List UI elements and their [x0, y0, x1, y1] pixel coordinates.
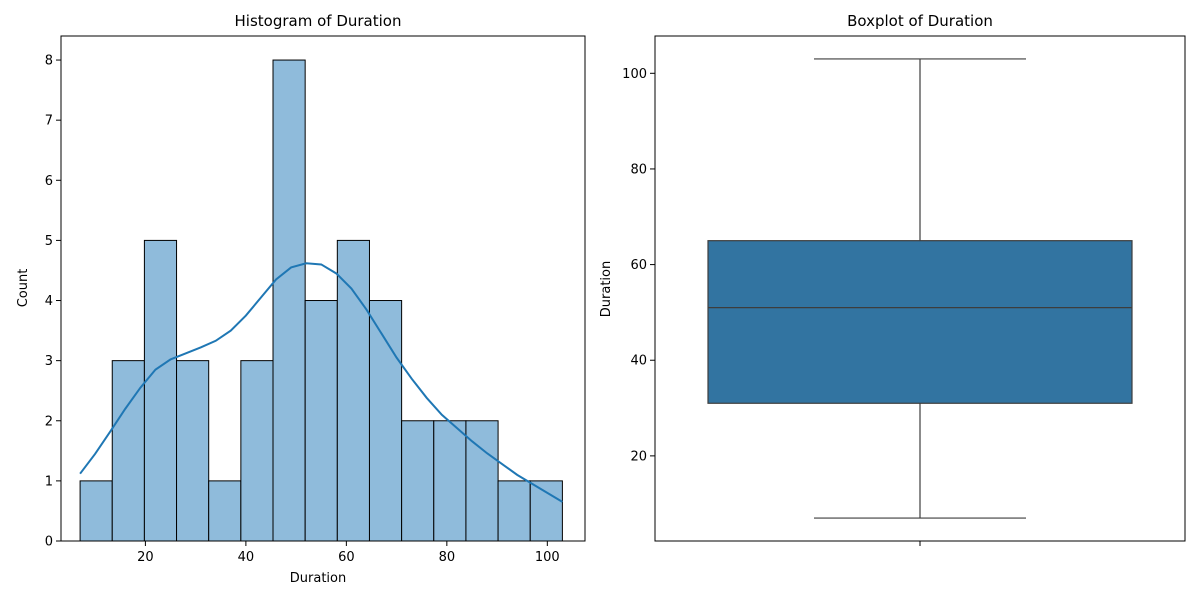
histogram-bar — [304, 300, 338, 542]
histogram-panel: Histogram of Duration 20 40 60 80 100 0 1 2 3 4 5… — [16, 12, 586, 586]
histogram-bar — [79, 480, 113, 542]
histogram-title: Histogram of Duration — [235, 12, 402, 30]
boxplot-y-tick-label: 20 — [630, 449, 647, 464]
histogram-y-tick-label: 6 — [45, 174, 53, 189]
histogram-y-tick-label: 4 — [45, 294, 53, 309]
histogram-x-tick-label: 40 — [238, 550, 255, 565]
boxplot-elements — [707, 58, 1133, 519]
boxplot-panel: Boxplot of Duration 20 40 60 80 100 Duration — [599, 12, 1186, 546]
histogram-x-tick-label: 100 — [535, 550, 560, 565]
histogram-x-tick-label: 60 — [338, 550, 355, 565]
histogram-bar — [401, 420, 435, 542]
histogram-axes-frame — [60, 35, 586, 542]
boxplot-y-tick-label: 100 — [622, 67, 647, 82]
histogram-bars — [79, 59, 563, 542]
histogram-x-label: Duration — [290, 571, 346, 586]
histogram-bar — [336, 239, 370, 542]
histogram-bar — [272, 59, 306, 542]
histogram-bar — [465, 420, 499, 542]
histogram-y-tick-label: 0 — [45, 535, 53, 550]
interquartile-box — [707, 240, 1133, 404]
boxplot-y-ticks: 20 40 60 80 100 — [622, 67, 655, 464]
histogram-y-label: Count — [16, 269, 31, 308]
histogram-x-tick-label: 80 — [439, 550, 456, 565]
histogram-bar — [208, 480, 242, 542]
histogram-y-tick-label: 2 — [45, 414, 53, 429]
histogram-bar — [529, 480, 563, 542]
histogram-y-ticks: 0 1 2 3 4 5 6 7 8 — [45, 54, 61, 550]
histogram-y-tick-label: 8 — [45, 54, 53, 69]
histogram-bar — [143, 239, 178, 542]
boxplot-title: Boxplot of Duration — [847, 12, 993, 30]
histogram-y-tick-label: 5 — [45, 234, 53, 249]
histogram-bar — [240, 360, 274, 542]
histogram-bar — [176, 360, 210, 542]
histogram-bar — [368, 300, 403, 542]
histogram-y-tick-label: 7 — [45, 114, 53, 129]
histogram-x-tick-label: 20 — [137, 550, 154, 565]
histogram-x-ticks: 20 40 60 80 100 — [137, 541, 560, 565]
histogram-bar — [497, 480, 531, 542]
histogram-bar — [433, 420, 467, 542]
boxplot-y-tick-label: 80 — [630, 162, 647, 177]
histogram-y-tick-label: 3 — [45, 354, 53, 369]
boxplot-y-tick-label: 40 — [630, 354, 647, 369]
boxplot-y-label: Duration — [599, 261, 614, 317]
histogram-y-tick-label: 1 — [45, 474, 53, 489]
boxplot-y-tick-label: 60 — [630, 258, 647, 273]
kde-curve — [79, 262, 563, 503]
